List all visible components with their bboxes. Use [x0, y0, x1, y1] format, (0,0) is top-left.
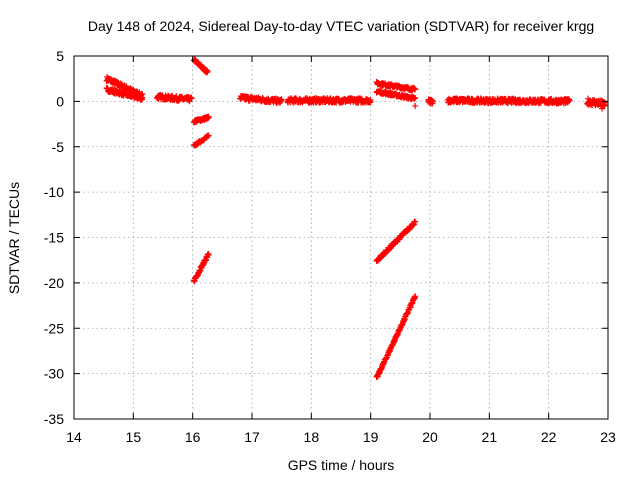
axis-ticks — [73, 55, 609, 420]
data-point — [205, 250, 212, 257]
data-point — [205, 113, 212, 120]
chart-title: Day 148 of 2024, Sidereal Day-to-day VTE… — [88, 18, 594, 34]
y-tick-label: -20 — [44, 275, 64, 291]
x-axis-label: GPS time / hours — [288, 457, 395, 473]
data-point — [278, 96, 285, 103]
x-tick-label: 21 — [482, 429, 498, 445]
x-tick-label: 16 — [185, 429, 201, 445]
data-point — [412, 102, 419, 109]
x-tick-label: 17 — [244, 429, 260, 445]
x-tick-label: 20 — [422, 429, 438, 445]
data-point — [367, 98, 374, 105]
y-tick-label: 5 — [56, 48, 64, 64]
x-tick-labels: 14 15 16 17 18 19 20 21 22 23 — [66, 429, 616, 445]
y-tick-label: -30 — [44, 366, 64, 382]
y-tick-labels: -35 -30 -25 -20 -15 -10 -5 0 5 — [44, 48, 64, 427]
data-point — [599, 105, 606, 112]
x-tick-label: 22 — [541, 429, 557, 445]
y-tick-label: -35 — [44, 411, 64, 427]
grid-lines — [74, 56, 608, 419]
y-tick-label: 0 — [56, 93, 64, 109]
y-axis-label: SDTVAR / TECUs — [6, 182, 22, 294]
data-point — [204, 68, 211, 75]
data-point — [429, 98, 436, 105]
y-tick-label: -25 — [44, 320, 64, 336]
x-tick-label: 23 — [600, 429, 616, 445]
x-tick-label: 15 — [126, 429, 142, 445]
x-tick-label: 18 — [304, 429, 320, 445]
data-point — [602, 99, 609, 106]
data-point — [188, 95, 195, 102]
y-tick-label: -5 — [52, 139, 65, 155]
data-point — [412, 95, 419, 102]
data-point — [205, 132, 212, 139]
data-points — [103, 56, 609, 380]
data-point — [412, 293, 419, 300]
data-point — [412, 218, 419, 225]
y-tick-label: -15 — [44, 230, 64, 246]
x-tick-label: 19 — [363, 429, 379, 445]
y-tick-label: -10 — [44, 184, 64, 200]
data-point — [566, 97, 573, 104]
x-tick-label: 14 — [66, 429, 82, 445]
data-point — [412, 86, 419, 93]
data-point — [139, 94, 146, 101]
